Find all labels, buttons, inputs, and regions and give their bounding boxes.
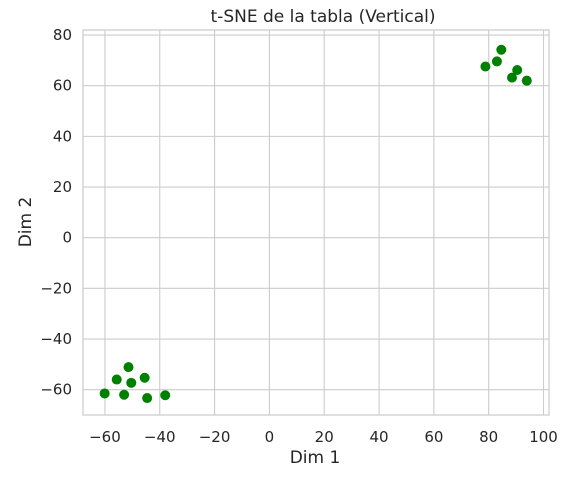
- data-point: [123, 362, 134, 373]
- data-point: [506, 72, 517, 83]
- y-axis-label: Dim 2: [16, 197, 36, 248]
- data-point: [126, 377, 137, 388]
- x-tick-label: 60: [424, 428, 443, 446]
- x-axis-label: Dim 1: [290, 448, 341, 468]
- data-point: [119, 389, 130, 400]
- y-tick-label: 60: [53, 77, 72, 95]
- x-tick-label: 80: [479, 428, 498, 446]
- x-tick-label: 100: [529, 428, 558, 446]
- data-point: [512, 65, 523, 76]
- x-tick-label: −20: [199, 428, 231, 446]
- y-tick-label: −40: [40, 330, 72, 348]
- x-tick-label: 20: [315, 428, 334, 446]
- data-point: [480, 61, 491, 72]
- data-point: [142, 393, 153, 404]
- y-tick-label: −20: [40, 279, 72, 297]
- y-tick-label: 0: [62, 229, 72, 247]
- x-tick-labels: −60 −40 −20 0 20 40 60 80 100: [89, 428, 558, 446]
- data-point: [111, 374, 122, 385]
- x-tick-label: 0: [265, 428, 275, 446]
- y-tick-labels: −60 −40 −20 0 20 40 60 80: [40, 26, 72, 399]
- x-tick-label: −60: [89, 428, 121, 446]
- data-points: [99, 44, 532, 404]
- chart-title: t-SNE de la tabla (Vertical): [211, 7, 436, 27]
- y-tick-label: 40: [53, 127, 72, 145]
- data-point: [521, 75, 532, 86]
- y-tick-label: 20: [53, 178, 72, 196]
- data-point: [491, 56, 502, 67]
- x-tick-label: −40: [144, 428, 176, 446]
- plot-frame: [82, 29, 550, 416]
- data-point: [496, 44, 507, 55]
- data-point: [99, 388, 110, 399]
- y-tick-label: −60: [40, 381, 72, 399]
- grid-lines: [83, 30, 549, 415]
- x-tick-label: 40: [370, 428, 389, 446]
- y-tick-label: 80: [53, 26, 72, 44]
- data-point: [160, 390, 171, 401]
- data-point: [139, 372, 150, 383]
